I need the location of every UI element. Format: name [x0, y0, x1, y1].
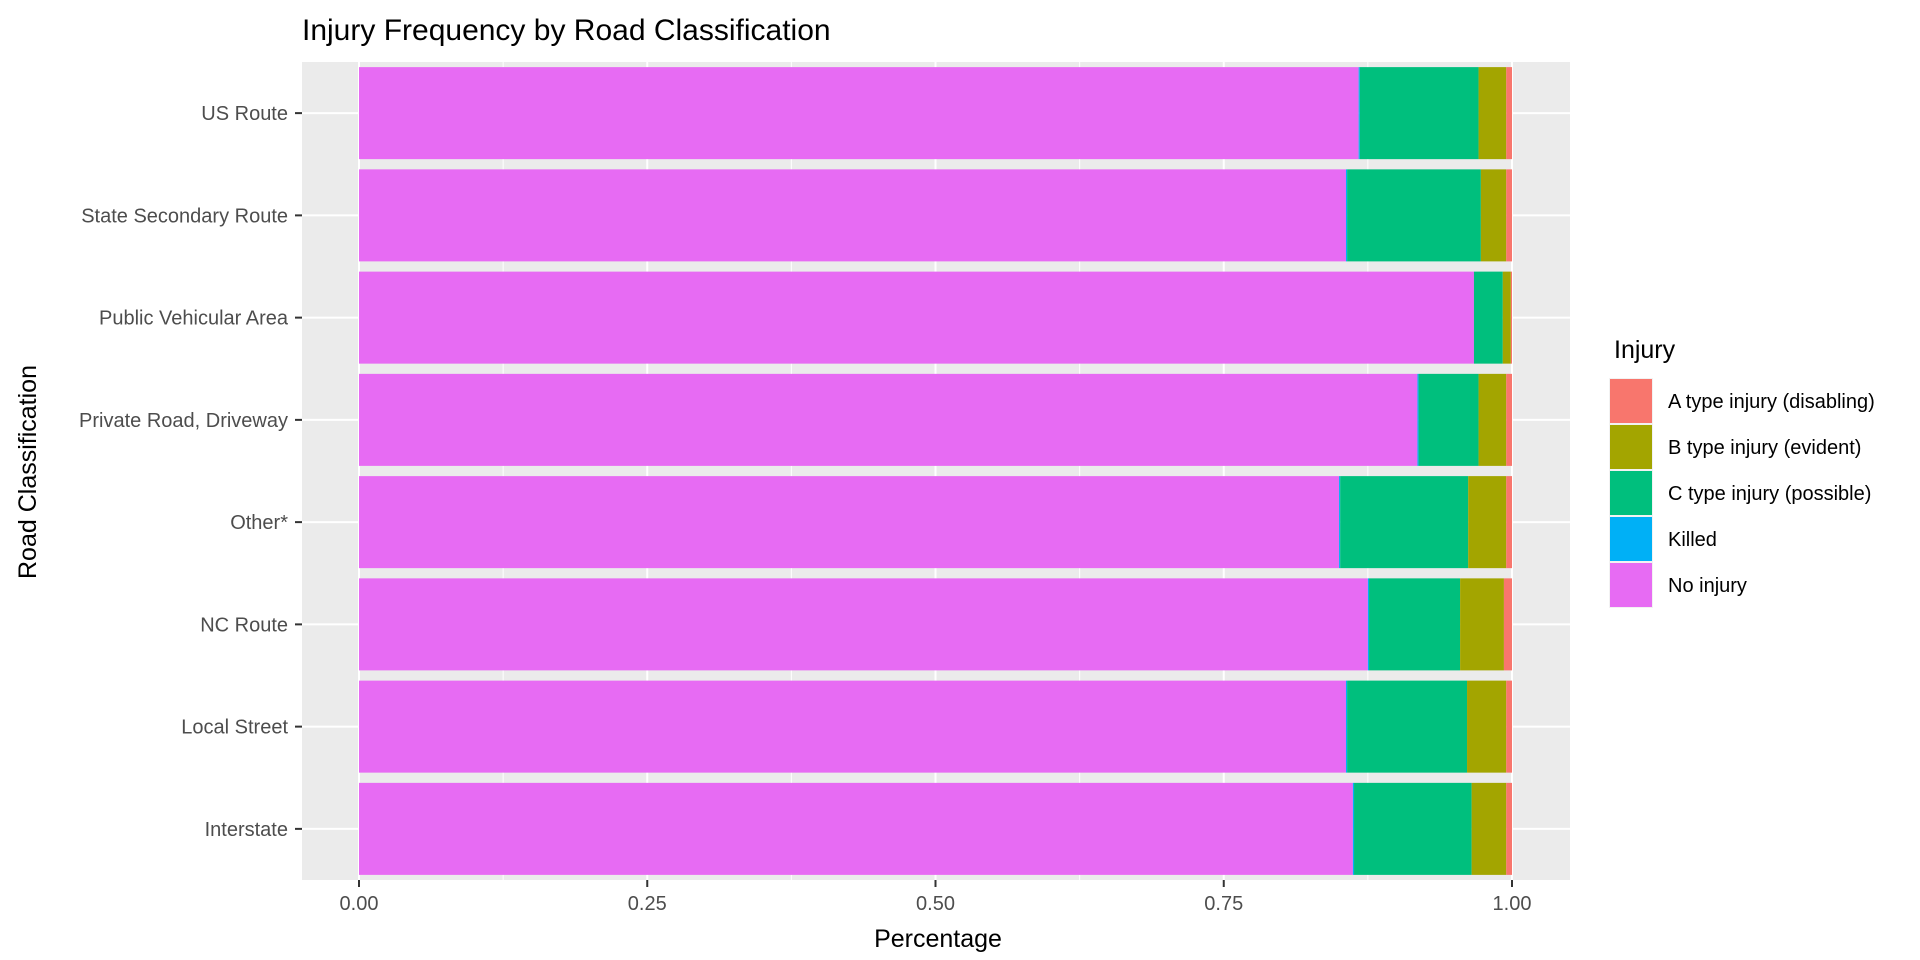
bar-segment — [1506, 476, 1512, 569]
x-tick-label: 0.25 — [628, 893, 667, 915]
bar-segment — [1367, 578, 1370, 671]
x-axis: 0.00 0.25 0.50 0.75 1.00 — [340, 880, 1532, 915]
bar-segment — [359, 169, 1346, 262]
bar-segment — [359, 782, 1353, 875]
bar-segment — [1369, 578, 1461, 671]
bar-segment — [1359, 67, 1479, 160]
x-tick-label: 0.50 — [916, 893, 955, 915]
y-tick-label: Interstate — [205, 819, 288, 841]
bar-segment — [1417, 373, 1419, 466]
bar-segment — [1506, 373, 1512, 466]
bar-segment — [1506, 782, 1512, 875]
bar-segment — [1502, 271, 1511, 364]
plot-panel — [302, 62, 1570, 880]
y-axis-title: Road Classification — [14, 365, 42, 579]
bar-segment — [1510, 271, 1512, 364]
bar-segment — [1345, 169, 1348, 262]
legend-label: Killed — [1668, 529, 1717, 551]
bar-segment — [1347, 169, 1481, 262]
legend-label: C type injury (possible) — [1668, 483, 1871, 505]
bar-segment — [1418, 373, 1479, 466]
y-tick-label: Public Vehicular Area — [99, 308, 289, 330]
bar-segment — [359, 67, 1359, 160]
bar-segment — [1471, 782, 1507, 875]
bar-segment — [1506, 67, 1512, 160]
bar-segment — [1506, 680, 1512, 773]
bar-segment — [359, 271, 1474, 364]
legend-key — [1610, 379, 1652, 423]
legend-key — [1610, 563, 1652, 607]
bar-segment — [359, 680, 1346, 773]
bar-segment — [1347, 680, 1468, 773]
y-tick-label: State Secondary Route — [81, 205, 288, 227]
bar-segment — [1339, 476, 1341, 569]
legend-label: B type injury (evident) — [1668, 437, 1861, 459]
legend-title: Injury — [1614, 336, 1676, 364]
legend: Injury A type injury (disabling) B type i… — [1609, 336, 1875, 608]
legend-label: A type injury (disabling) — [1668, 391, 1875, 413]
bar-segment — [359, 476, 1340, 569]
bar-segment — [1352, 782, 1355, 875]
x-tick-label: 0.00 — [340, 893, 379, 915]
legend-key — [1610, 425, 1652, 469]
bar-segment — [359, 373, 1418, 466]
bar-segment — [1345, 680, 1348, 773]
bar-segment — [1478, 373, 1507, 466]
y-axis: US Route State Secondary Route Public Vehi… — [79, 103, 302, 841]
legend-key — [1610, 517, 1652, 561]
y-tick-label: NC Route — [200, 614, 288, 636]
bars — [359, 67, 1512, 875]
bar-segment — [1478, 67, 1507, 160]
y-tick-label: US Route — [201, 103, 288, 125]
legend-label: No injury — [1668, 575, 1747, 597]
bar-segment — [1340, 476, 1469, 569]
y-tick-label: Local Street — [181, 717, 288, 739]
bar-segment — [1467, 680, 1507, 773]
bar-segment — [1358, 67, 1360, 160]
bar-segment — [359, 578, 1368, 671]
chart-title: Injury Frequency by Road Classification — [302, 14, 831, 47]
bar-segment — [1473, 271, 1503, 364]
bar-segment — [1460, 578, 1504, 671]
y-tick-label: Private Road, Driveway — [79, 410, 288, 432]
bar-segment — [1354, 782, 1472, 875]
bar-segment — [1480, 169, 1507, 262]
y-tick-label: Other* — [230, 512, 288, 534]
bar-segment — [1468, 476, 1507, 569]
legend-key — [1610, 471, 1652, 515]
x-tick-label: 0.75 — [1204, 893, 1243, 915]
x-axis-title: Percentage — [874, 925, 1002, 953]
bar-segment — [1506, 169, 1512, 262]
x-tick-label: 1.00 — [1493, 893, 1532, 915]
bar-segment — [1503, 578, 1512, 671]
